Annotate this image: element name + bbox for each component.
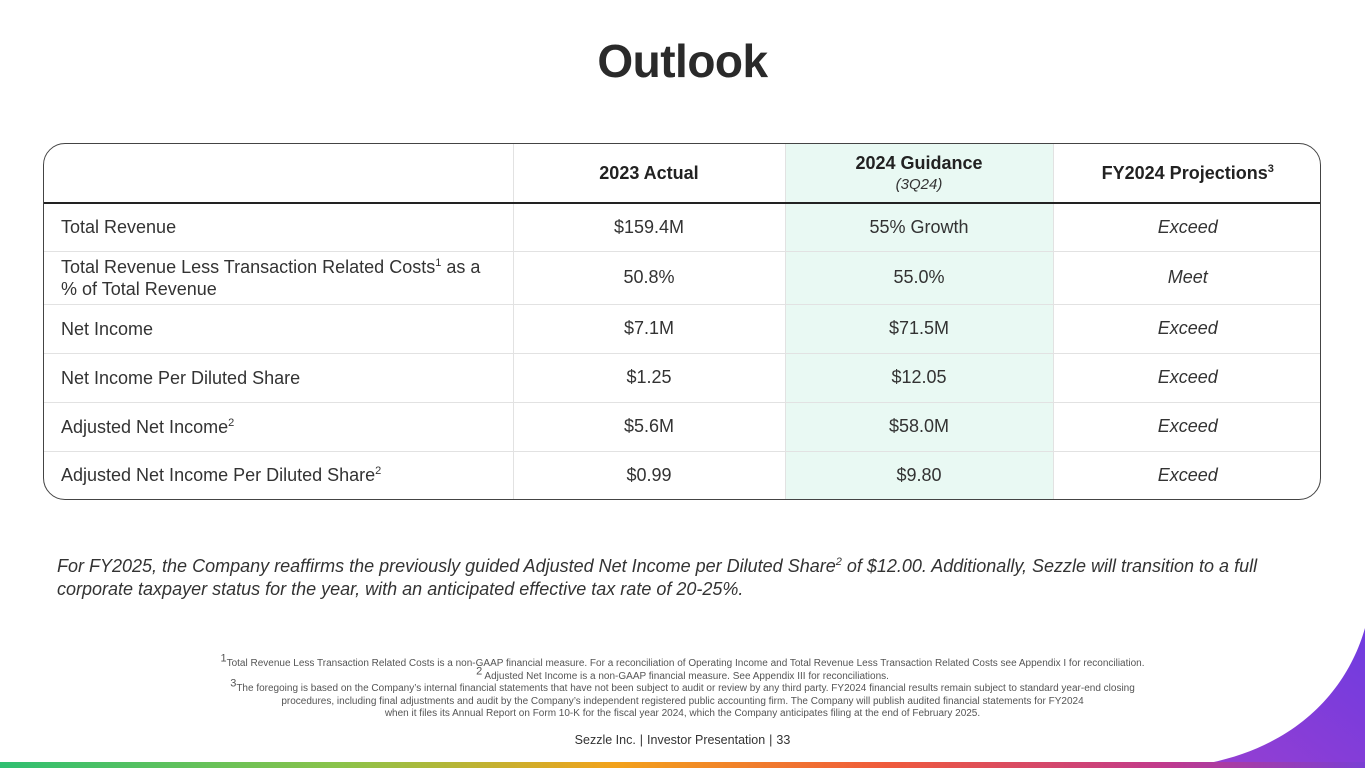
table-row: Net Income Per Diluted Share $1.25 $12.0… — [44, 353, 1320, 402]
row-guidance: $12.05 — [785, 353, 1054, 402]
footnote-3: 3The foregoing is based on the Company’s… — [230, 677, 1135, 694]
outlook-table: 2023 Actual 2024 Guidance (3Q24) FY2024 … — [43, 143, 1321, 500]
header-2024-guidance-label: 2024 Guidance — [855, 153, 983, 173]
footer-page-number: 33 — [776, 733, 791, 747]
table-row: Total Revenue Less Transaction Related C… — [44, 251, 1320, 304]
table-row: Total Revenue $159.4M 55% Growth Exceed — [44, 203, 1320, 251]
corner-swoosh-decoration — [1175, 628, 1365, 768]
row-label: Total Revenue Less Transaction Related C… — [44, 251, 514, 304]
row-actual: $7.1M — [513, 304, 786, 353]
footnote-ref: 2 — [375, 465, 382, 478]
header-2024-guidance-sub: (3Q24) — [895, 176, 943, 193]
row-label: Adjusted Net Income Per Diluted Share2 — [44, 451, 514, 499]
row-guidance: $58.0M — [785, 402, 1054, 451]
header-2024-guidance: 2024 Guidance (3Q24) — [785, 144, 1054, 203]
footnote-ref: 1 — [435, 256, 442, 269]
row-actual: $159.4M — [513, 203, 786, 251]
row-guidance: $71.5M — [785, 304, 1054, 353]
page-title: Outlook — [597, 35, 768, 87]
row-projection: Meet — [1167, 267, 1208, 287]
header-fy2024-projections-label: FY2024 Projections — [1101, 162, 1268, 183]
footnote-3-cont: procedures, including final adjustments … — [281, 695, 1084, 707]
row-projection: Exceed — [1157, 367, 1218, 387]
row-guidance: 55.0% — [785, 251, 1054, 304]
row-projection: Exceed — [1157, 318, 1218, 338]
header-2023-actual: 2023 Actual — [513, 144, 786, 203]
header-footnote-ref: 3 — [1267, 162, 1274, 175]
row-actual: $1.25 — [513, 353, 786, 402]
footer-company: Sezzle Inc. — [574, 733, 636, 747]
row-label: Adjusted Net Income2 — [44, 402, 514, 451]
footnote-ref: 2 — [228, 416, 235, 429]
row-actual: $0.99 — [513, 451, 786, 499]
table-row: Net Income $7.1M $71.5M Exceed — [44, 304, 1320, 353]
footnotes: 1Total Revenue Less Transaction Related … — [0, 652, 1365, 721]
footnote-2: 2 Adjusted Net Income is a non-GAAP fina… — [476, 665, 889, 682]
table-row: Adjusted Net Income2 $5.6M $58.0M Exceed — [44, 402, 1320, 451]
footnote-3-cont: when it files its Annual Report on Form … — [384, 708, 981, 719]
row-actual: 50.8% — [513, 251, 786, 304]
header-fy2024-projections: FY2024 Projections3 — [1053, 144, 1320, 203]
fy2025-note: For FY2025, the Company reaffirms the pr… — [57, 556, 1258, 599]
page-footer: Sezzle Inc. | Investor Presentation | 33 — [574, 733, 791, 747]
row-projection: Exceed — [1157, 416, 1218, 436]
table-header-row: 2023 Actual 2024 Guidance (3Q24) FY2024 … — [44, 144, 1320, 203]
brand-gradient-bar — [0, 762, 1365, 768]
row-guidance: 55% Growth — [785, 203, 1054, 251]
row-projection: Exceed — [1157, 216, 1218, 237]
row-guidance: $9.80 — [785, 451, 1054, 499]
row-label: Net Income Per Diluted Share — [44, 353, 514, 402]
row-actual: $5.6M — [513, 402, 786, 451]
row-projection: Exceed — [1157, 464, 1218, 485]
footer-doc: Investor Presentation — [647, 733, 766, 747]
row-label: Total Revenue — [44, 203, 514, 251]
footnote-ref: 2 — [835, 556, 842, 568]
table-row: Adjusted Net Income Per Diluted Share2 $… — [44, 451, 1320, 499]
row-label: Net Income — [44, 304, 514, 353]
footnote-1: 1Total Revenue Less Transaction Related … — [220, 652, 1145, 669]
header-metric — [44, 144, 514, 203]
